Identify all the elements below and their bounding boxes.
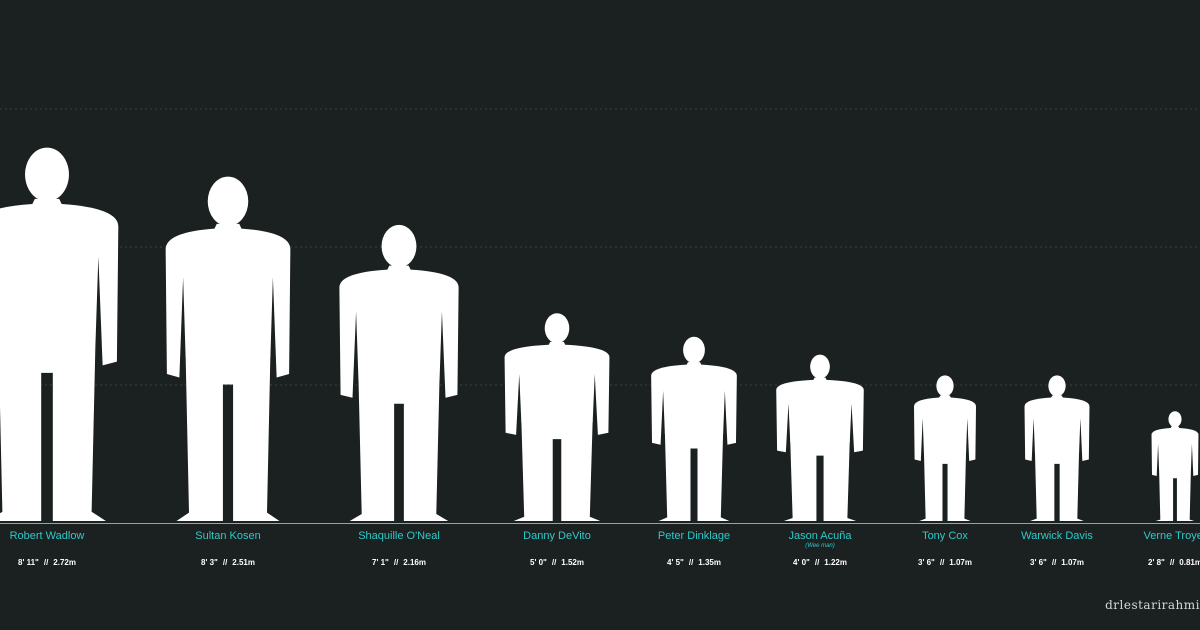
person-name: Warwick Davis [1021,530,1093,542]
silhouette-head [381,224,417,268]
person-height: 7' 1" // 2.16m [309,558,489,567]
silhouette-7 [913,375,977,521]
silhouette-9 [1151,411,1199,521]
person-height: 4' 5" // 1.35m [604,558,784,567]
height-separator: // [43,558,49,567]
person-height: 2' 8" // 0.81m [1085,558,1200,567]
person-name: Danny DeVito [523,530,591,542]
person-height: 4' 0" // 1.22m [730,558,910,567]
silhouette-legs [658,431,730,521]
silhouette-body [913,395,977,461]
silhouette-legs [919,450,971,521]
silhouette-head [544,313,570,344]
height-metric: 1.35m [698,558,721,567]
height-separator: // [939,558,945,567]
person-nickname: (Wee man) [805,543,835,549]
height-metric: 1.22m [824,558,847,567]
silhouette-5 [651,336,737,521]
height-metric: 1.52m [561,558,584,567]
silhouette-head [810,354,830,379]
silhouette-1 [0,147,119,521]
person-height: 3' 6" // 1.07m [967,558,1147,567]
height-metric: 2.51m [232,558,255,567]
silhouette-body [0,198,119,366]
silhouette-3 [339,224,459,521]
silhouette-head [25,147,69,202]
silhouette-body [651,362,737,445]
silhouette-body [1151,426,1199,477]
silhouette-head [936,375,954,397]
height-metric: 1.07m [949,558,972,567]
silhouette-legs [349,377,449,521]
person-name: Peter Dinklage [657,530,731,542]
silhouette-head [1168,411,1182,428]
silhouette-legs [513,420,601,521]
height-metric: 2.16m [403,558,426,567]
person-height: 3' 6" // 1.07m [855,558,1035,567]
person-height: 8' 3" // 2.51m [138,558,318,567]
silhouette-legs [1030,450,1084,521]
height-separator: // [222,558,228,567]
height-metric: 1.07m [1061,558,1084,567]
silhouette-4 [504,313,610,521]
height-imperial: 5' 0" [530,558,547,567]
height-separator: // [814,558,820,567]
silhouette-body [776,377,864,453]
person-name: Shaquille O'Neal [358,530,440,542]
height-separator: // [551,558,557,567]
height-imperial: 7' 1" [372,558,389,567]
person-name: Jason Acuña [788,530,852,542]
height-imperial: 4' 0" [793,558,810,567]
person-name: Verne Troyer [1143,530,1200,542]
silhouette-legs [0,340,106,521]
height-separator: // [393,558,399,567]
height-imperial: 4' 5" [667,558,684,567]
silhouette-head [207,176,249,227]
silhouette-body [165,223,291,378]
height-separator: // [688,558,694,567]
silhouette-body [339,265,459,398]
height-separator: // [1051,558,1057,567]
height-metric: 0.81m [1179,558,1200,567]
person-name: Sultan Kosen [195,530,261,542]
silhouette-2 [165,176,291,521]
height-imperial: 8' 3" [201,558,218,567]
silhouette-6 [776,354,864,521]
credit-watermark: drlestarirahmi [1105,598,1200,612]
height-imperial: 3' 6" [918,558,935,567]
height-imperial: 3' 6" [1030,558,1047,567]
person-name: Tony Cox [922,530,968,542]
silhouette-head [1048,375,1066,397]
height-metric: 2.72m [53,558,76,567]
silhouette-legs [1155,467,1195,521]
ground-baseline [0,523,1200,524]
height-imperial: 2' 8" [1148,558,1165,567]
height-separator: // [1169,558,1175,567]
height-imperial: 8' 11" [18,558,39,567]
silhouette-body [1024,395,1090,461]
person-height: 5' 0" // 1.52m [467,558,647,567]
silhouette-legs [783,440,857,521]
silhouette-body [504,341,610,435]
person-height: 8' 11" // 2.72m [0,558,137,567]
silhouette-legs [176,354,280,521]
silhouette-8 [1024,375,1090,521]
silhouette-head [683,336,705,364]
person-name: Robert Wadlow [9,530,85,542]
